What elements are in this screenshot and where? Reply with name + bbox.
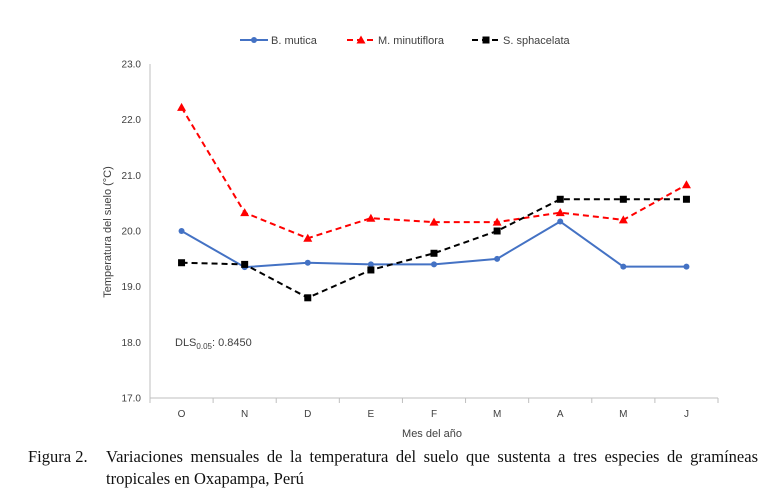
data-point-2	[177, 102, 187, 111]
data-point-1	[431, 261, 437, 268]
legend: B. mutica M. minutiflora S. sphacelata	[240, 35, 571, 47]
series-lines	[180, 106, 687, 299]
caption-text: Variaciones mensuales de la temperatura …	[106, 447, 758, 488]
data-point-1	[304, 259, 311, 266]
dls-value: : 0.8450	[212, 337, 252, 349]
y-tick-label: 23.0	[122, 60, 142, 71]
y-tick-label: 19.0	[122, 282, 142, 293]
data-point-2	[618, 215, 628, 224]
dls-prefix: DLS	[175, 337, 196, 349]
data-point-3	[178, 259, 186, 267]
legend-marker-2	[356, 35, 366, 44]
data-point-2	[555, 208, 565, 217]
x-tick-label: N	[241, 409, 248, 420]
dls-subscript: 0.05	[196, 342, 212, 351]
data-point-3	[367, 266, 375, 274]
dls-annotation: DLS0.05: 0.8450	[175, 337, 252, 351]
x-tick-label: O	[178, 409, 186, 420]
y-tick-label: 17.0	[122, 394, 142, 405]
y-axis-ticks: 23.0 22.0 21.0 20.0 19.0 18.0 17.0	[122, 60, 142, 405]
x-tick-label: A	[557, 409, 564, 420]
x-axis-title: Mes del año	[402, 428, 462, 440]
x-tick-label: J	[684, 409, 689, 420]
data-point-1	[494, 255, 501, 262]
line-chart: B. mutica M. minutiflora S. sphacelata 23.…	[102, 35, 719, 440]
figure-caption: Figura 2. Variaciones mensuales de la te…	[28, 446, 758, 490]
x-tick-label: M	[493, 409, 501, 420]
data-point-3	[241, 260, 249, 268]
data-point-2	[681, 180, 691, 189]
data-point-3	[304, 294, 312, 302]
data-point-3	[556, 195, 564, 203]
x-tick-label: M	[619, 409, 627, 420]
data-point-1	[557, 218, 564, 225]
data-point-2	[429, 217, 439, 226]
data-point-1	[620, 263, 627, 270]
x-tick-label: D	[304, 409, 311, 420]
data-point-2	[366, 213, 376, 222]
series-line-1	[181, 220, 687, 269]
y-tick-label: 22.0	[122, 115, 142, 126]
data-point-1	[367, 261, 374, 268]
data-point-2	[492, 217, 502, 226]
data-point-1	[683, 263, 690, 270]
series-line-3	[181, 198, 687, 299]
x-tick-label: E	[368, 409, 375, 420]
y-tick-label: 20.0	[122, 227, 142, 238]
data-point-3	[619, 195, 627, 203]
legend-marker-3	[482, 36, 490, 44]
legend-label-2: M. minutiflora	[378, 35, 445, 47]
y-tick-label: 18.0	[122, 338, 142, 349]
caption-label: Figura 2.	[28, 447, 88, 466]
data-point-2	[303, 233, 313, 242]
x-tick-label: F	[431, 409, 437, 420]
data-point-3	[682, 195, 690, 203]
legend-label-3: S. sphacelata	[503, 35, 571, 47]
legend-label-1: B. mutica	[271, 35, 318, 47]
y-tick-label: 21.0	[122, 171, 142, 182]
y-axis-title: Temperatura del suelo (°C)	[102, 166, 114, 298]
legend-marker-1	[251, 37, 257, 43]
data-point-1	[178, 228, 185, 234]
data-point-3	[430, 249, 438, 257]
data-point-3	[493, 227, 501, 235]
data-point-2	[240, 208, 250, 217]
series-markers	[177, 102, 691, 302]
